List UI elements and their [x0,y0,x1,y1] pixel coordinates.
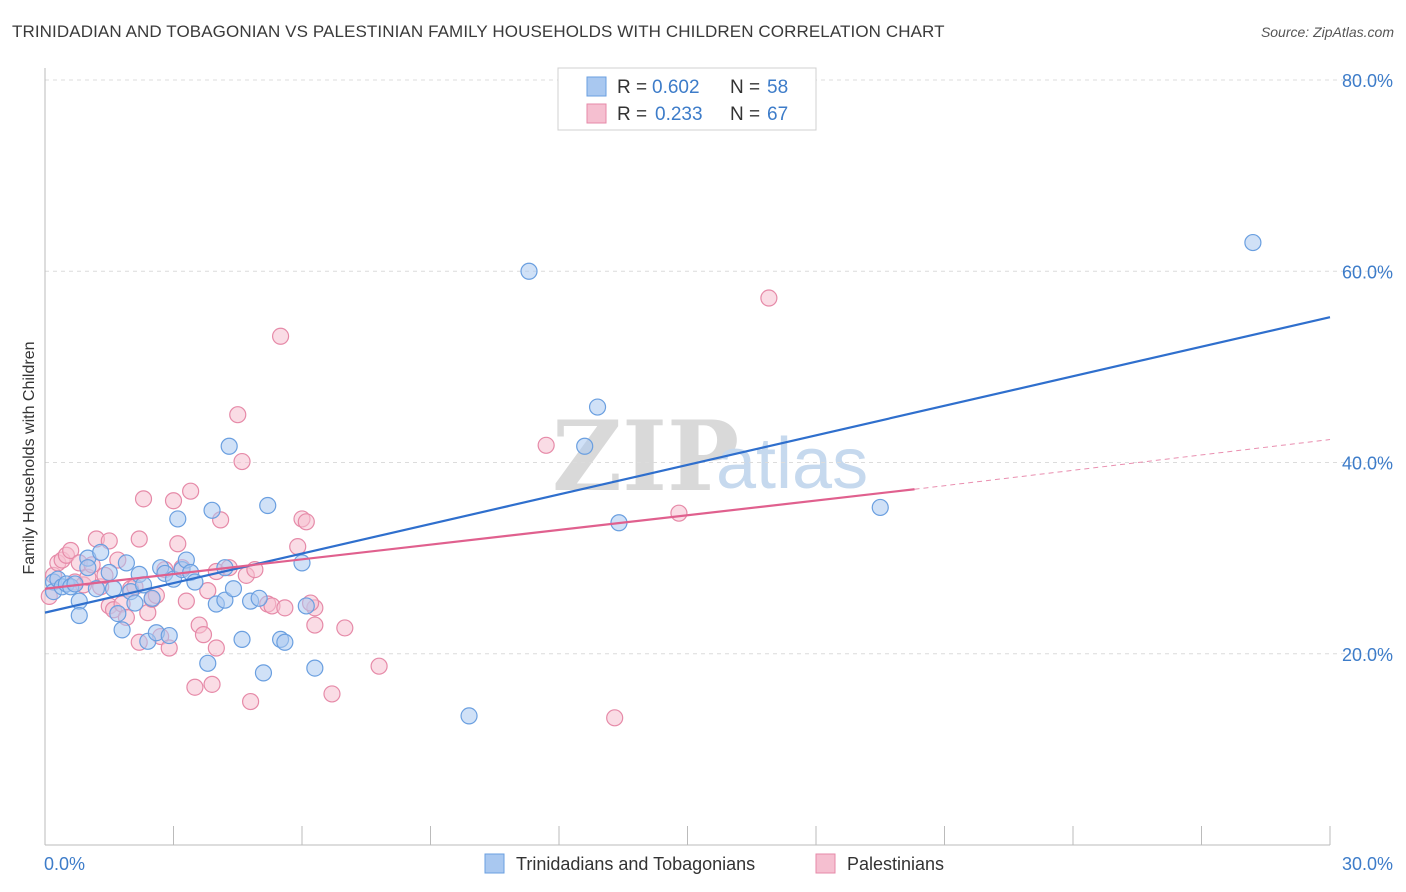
trinidadian-point [104,580,123,598]
palestinian-point [134,490,153,508]
y-tick-label: 40.0% [1342,454,1393,474]
legend-r-label-1: R = [617,77,647,98]
legend-n-label-1: N = [730,77,760,98]
trinidadian-point [113,621,131,639]
palestinian-point [169,535,187,553]
trinidadian-point [92,543,110,561]
trinidadian-point [254,664,273,682]
trinidadian-point [1244,233,1262,252]
watermark-zip: ZIP [552,400,739,513]
trinidadian-point [79,559,97,577]
stats-legend: R = 0.602 N = 58 R = 0.233 N = 67 [557,67,817,131]
palestinian-point [323,685,341,703]
palestinian-point [242,692,260,711]
trinidadian-point [203,501,221,519]
legend-swatch-palestinian [586,103,607,124]
palestinian-point [233,452,251,471]
series-legend-swatch-trinidadian [484,853,505,874]
series-legend: Trinidadians and Tobagonians Palestinian… [484,853,944,874]
palestinian-point [370,657,388,675]
legend-n-value-trinidadian: 58 [767,77,788,98]
x-tick-label: 30.0% [1342,854,1393,874]
trinidadian-point [520,262,538,280]
axes [44,68,1331,846]
trinidadian-point [100,563,118,582]
palestinian-point [306,616,324,634]
palestinian-point [537,436,555,454]
palestinian-point [606,709,624,727]
palestinian-point [62,541,80,560]
trinidadian-point [126,594,144,612]
trend-lines [44,316,1331,614]
chart-title: TRINIDADIAN AND TOBAGONIAN VS PALESTINIA… [12,22,945,41]
y-tick-label: 20.0% [1342,645,1393,665]
trinidadian-point [293,554,311,572]
trinidadian-point [276,633,294,651]
trinidadian-point [216,591,234,609]
palestinian-point [186,678,204,696]
palestinian-point [177,592,195,610]
x-tick-label: 0.0% [44,854,85,874]
palestinian-point [336,619,354,637]
series-legend-label-trinidadian: Trinidadians and Tobagonians [516,854,755,874]
series-legend-label-palestinian: Palestinians [847,854,944,874]
trinidadian-point [306,659,324,677]
trinidadian-point [588,398,607,416]
legend-n-value-palestinian: 67 [767,104,788,125]
trinidadian-point [220,437,238,455]
trinidadian-point [576,437,594,455]
grid-lines [45,79,1392,655]
y-axis-label: Family Households with Children [21,342,38,575]
trinidadian-point [70,606,88,625]
trinidadian-point [169,510,187,528]
trinidadian-point [297,597,315,615]
palestinian-point [164,492,183,510]
legend-r-value-palestinian: 0.233 [655,104,703,125]
legend-swatch-trinidadian [586,76,607,97]
trinidadian-point [259,496,277,515]
palestinian-point [229,406,247,424]
series-legend-swatch-palestinian [815,853,836,874]
y-tick-label: 60.0% [1342,262,1393,282]
trinidadian-point [233,630,251,649]
trinidadian-point [871,498,889,517]
palestinian-point [194,626,213,644]
palestinian-point [199,582,217,600]
palestinian-trend-line [44,488,915,590]
trinidadian-point [87,580,106,598]
palestinian-point [100,532,118,550]
trinidadian-point [117,554,135,572]
palestinian-point [130,530,148,548]
tick-labels: 20.0% 40.0% 60.0% 80.0% 0.0% 30.0% [44,71,1393,874]
trinidadian-point [250,589,268,607]
palestinian-point [203,675,221,693]
palestinian-point [760,289,778,307]
legend-r-label-2: R = [617,104,647,125]
palestinian-point [182,482,200,500]
trinidadian-point [460,707,478,725]
palestinian-point [297,513,315,531]
trinidadian-point [160,626,178,645]
legend-n-label-2: N = [730,104,760,125]
watermark-atlas: atlas [716,424,868,504]
palestinian-point [276,599,294,617]
palestinian-trend-extension [914,439,1331,490]
trinidadian-point [199,654,217,672]
trinidadian-point [224,580,243,598]
trinidadian-point [143,589,161,607]
palestinian-point [670,504,688,522]
trinidadian-point [109,604,127,623]
legend-r-value-trinidadian: 0.602 [652,77,700,98]
palestinian-point [207,639,225,657]
palestinian-point [271,327,290,345]
y-tick-label: 80.0% [1342,71,1393,91]
source-label: Source: ZipAtlas.com [1260,24,1394,40]
